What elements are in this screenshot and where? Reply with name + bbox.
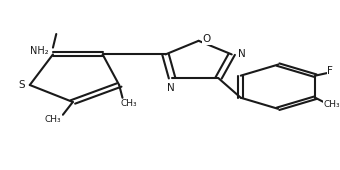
Text: O: O: [203, 34, 211, 44]
Text: NH₂: NH₂: [30, 46, 49, 56]
Text: N: N: [238, 49, 246, 58]
Text: N: N: [167, 83, 174, 92]
Text: S: S: [18, 80, 25, 90]
Text: CH₃: CH₃: [324, 100, 340, 109]
Text: F: F: [327, 66, 333, 76]
Text: CH₃: CH₃: [121, 99, 137, 108]
Text: CH₃: CH₃: [45, 115, 61, 123]
